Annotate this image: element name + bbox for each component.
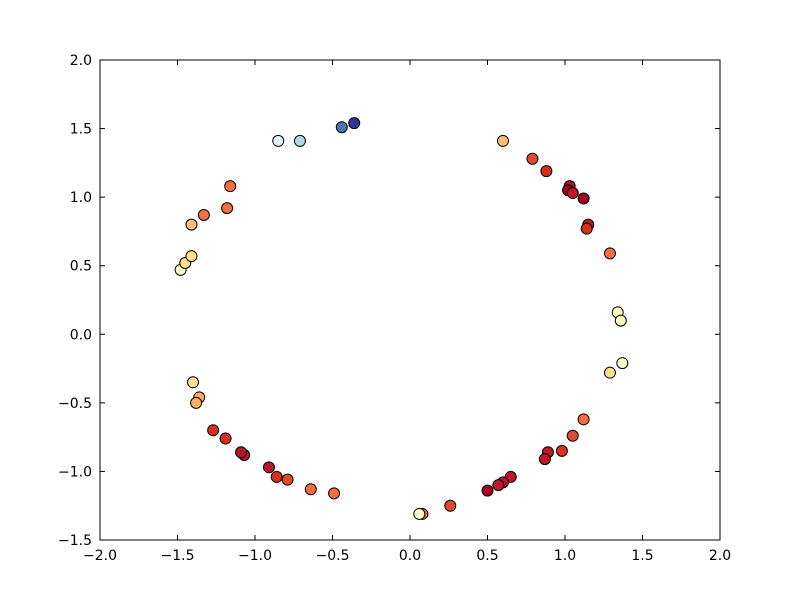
ticks-layer: −2.0 −1.5 −1.0 −0.5 0.0 0.5 1.0 1.5 2.0−1.5−1.0−… bbox=[58, 53, 731, 564]
data-point-41 bbox=[187, 376, 199, 389]
data-point-13 bbox=[603, 247, 616, 260]
data-point-38 bbox=[207, 424, 220, 437]
data-point-48 bbox=[224, 180, 237, 193]
x-tick-label-8: 2.0 bbox=[709, 548, 731, 564]
data-point-0 bbox=[272, 134, 285, 147]
data-point-12 bbox=[580, 222, 593, 235]
x-tick-label-6: 1.0 bbox=[554, 548, 576, 564]
data-point-4 bbox=[497, 134, 509, 147]
y-tick-label-0: −1.5 bbox=[58, 533, 92, 549]
y-tick-label-7: 2.0 bbox=[70, 53, 92, 69]
data-point-34 bbox=[262, 461, 275, 474]
data-point-17 bbox=[603, 366, 616, 379]
data-point-3 bbox=[348, 117, 361, 130]
x-tick-label-0: −2.0 bbox=[83, 548, 117, 564]
data-point-19 bbox=[566, 429, 579, 442]
points-layer bbox=[174, 117, 629, 520]
data-point-27 bbox=[444, 499, 457, 512]
data-point-36 bbox=[235, 446, 248, 459]
y-tick-label-6: 1.5 bbox=[70, 122, 92, 138]
data-point-30 bbox=[328, 487, 341, 500]
data-point-46 bbox=[197, 208, 210, 221]
x-tick-label-7: 1.5 bbox=[631, 548, 653, 564]
data-point-44 bbox=[185, 250, 198, 263]
data-point-25 bbox=[492, 479, 505, 492]
data-point-18 bbox=[577, 413, 590, 426]
y-tick-label-2: −0.5 bbox=[58, 396, 92, 412]
data-point-6 bbox=[540, 165, 553, 178]
x-tick-label-4: 0.0 bbox=[399, 548, 421, 564]
x-tick-label-1: −1.5 bbox=[161, 548, 195, 564]
data-point-22 bbox=[538, 453, 551, 466]
data-point-10 bbox=[577, 192, 590, 205]
data-point-45 bbox=[185, 218, 198, 231]
x-tick-label-3: −0.5 bbox=[316, 548, 350, 564]
y-tick-label-4: 0.5 bbox=[70, 259, 92, 275]
data-point-37 bbox=[219, 432, 232, 445]
y-tick-label-3: 0.0 bbox=[70, 327, 92, 343]
data-point-16 bbox=[616, 357, 629, 370]
data-point-9 bbox=[566, 187, 579, 200]
data-point-20 bbox=[555, 444, 568, 457]
data-point-29 bbox=[413, 507, 426, 520]
y-tick-label-1: −1.0 bbox=[58, 464, 92, 480]
x-tick-label-2: −1.0 bbox=[238, 548, 272, 564]
data-point-40 bbox=[190, 396, 203, 409]
data-point-5 bbox=[526, 152, 539, 165]
x-tick-label-5: 0.5 bbox=[476, 548, 498, 564]
data-point-32 bbox=[281, 473, 294, 486]
data-point-33 bbox=[270, 470, 283, 483]
data-point-31 bbox=[304, 483, 317, 496]
plot-frame bbox=[99, 59, 721, 541]
data-point-1 bbox=[293, 134, 306, 147]
data-point-15 bbox=[614, 314, 627, 327]
data-point-2 bbox=[335, 121, 348, 134]
data-point-26 bbox=[481, 484, 494, 497]
y-tick-label-5: 1.0 bbox=[70, 190, 92, 206]
data-point-47 bbox=[221, 202, 234, 215]
